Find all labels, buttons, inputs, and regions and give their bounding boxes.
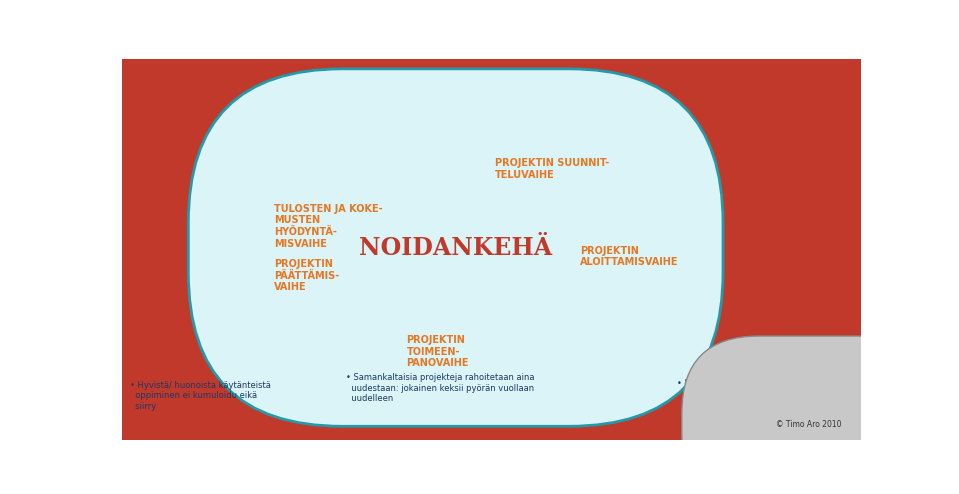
Text: TULOSTEN JA KOKE-
MUSTEN
HYÖDYNTÄ-
MISVAIHE: TULOSTEN JA KOKE- MUSTEN HYÖDYNTÄ- MISVA…	[273, 204, 383, 248]
Text: NOIDANKEHÄ: NOIDANKEHÄ	[359, 236, 552, 259]
FancyBboxPatch shape	[188, 69, 723, 426]
Bar	[124, 71, 273, 249]
Text: • Hyvistä/ huonoista käytänteistä
  oppiminen ei kumuloidu eikä
  siirry: • Hyvistä/ huonoista käytänteistä oppimi…	[129, 380, 270, 411]
Text: PROJEKTIN
PÄÄTTÄMIS-
VAIHE: PROJEKTIN PÄÄTTÄMIS- VAIHE	[273, 259, 339, 292]
FancyArrow shape	[451, 312, 541, 346]
Bar	[672, 71, 859, 428]
Text: PROJEKTIN
TOIMEEN-
PANOVAIHE: PROJEKTIN TOIMEEN- PANOVAIHE	[407, 335, 469, 368]
FancyArrow shape	[327, 200, 380, 279]
FancyArrow shape	[558, 209, 596, 288]
FancyArrow shape	[332, 276, 378, 337]
Text: © Timo Aro 2010: © Timo Aro 2010	[776, 420, 842, 429]
Text: • Samankaltaisia projekteja rahoitetaan aina
  uudestaan: jokainen keksii pyörän: • Samankaltaisia projekteja rahoitetaan …	[346, 373, 534, 404]
Text: • Kytkentä emo-organisaation
  strategioihin, kehittämistoimintaan ja
  tarpeisi: • Kytkentä emo-organisaation strategioih…	[677, 379, 840, 409]
Bar	[303, 354, 665, 428]
Bar	[267, 175, 672, 202]
Text: PROJEKTIN
ALOITTAMISVAIHE: PROJEKTIN ALOITTAMISVAIHE	[580, 246, 679, 267]
FancyBboxPatch shape	[682, 336, 935, 494]
FancyArrow shape	[488, 138, 566, 197]
Bar	[124, 249, 273, 428]
Text: PROJEKTIN SUUNNIT-
TELUVAIHE: PROJEKTIN SUUNNIT- TELUVAIHE	[495, 158, 609, 180]
Bar	[340, 63, 628, 126]
